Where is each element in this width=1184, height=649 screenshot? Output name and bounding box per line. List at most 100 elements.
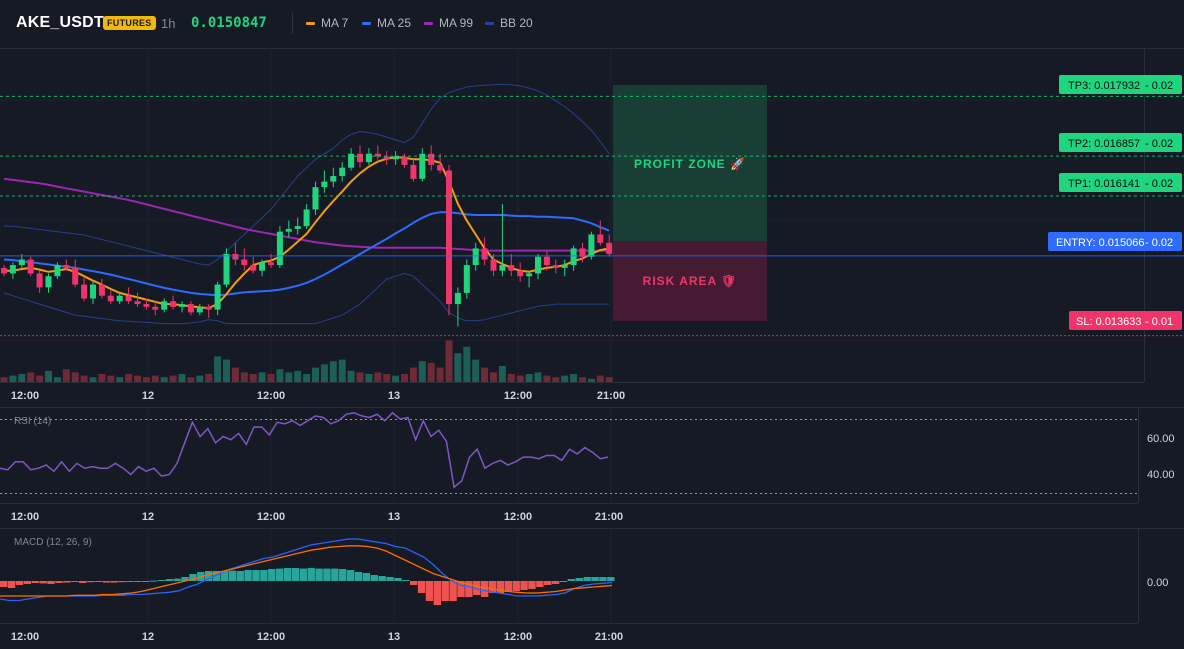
interval-selector[interactable]: 1h [161,16,176,31]
rsi-line [0,411,609,489]
candle-body [339,167,346,177]
time-axis-main: 12:00 12 12:00 13 12:00 21:00 [11,390,625,402]
candle-body [606,242,613,254]
macd-hist-bar [362,573,371,581]
macd-hist-bar [488,581,497,593]
candle-body [9,265,16,274]
macd-hist-bar [575,578,583,581]
macd-hist-bar [551,581,560,584]
volume-bar [445,340,453,382]
macd-hist-bar [425,581,434,601]
legend-ma99[interactable]: MA 99 [424,16,473,30]
macd-hist-bar [323,568,331,581]
ma99-swatch [424,21,433,25]
volume-bar [187,377,195,382]
volume-bar [71,372,79,382]
macd-line [0,538,613,602]
tp1-tag[interactable]: TP1: 0.016141 - 0.02 [1059,173,1182,192]
candle-body [232,253,239,260]
profit-zone [613,85,767,241]
volume-bar [534,372,542,382]
candle-body [45,276,52,288]
time-label: 21:00 [597,390,625,402]
macd-hist-bar [449,581,457,601]
macd-hist-bar [189,574,197,581]
macd-hist-bar [39,581,47,584]
time-label: 12 [142,511,154,523]
volume-bar [605,377,613,382]
volume-bar [267,374,275,382]
macd-hist-bar [55,581,63,583]
candle-body [517,270,524,277]
macd-hist-bar [583,577,591,581]
macd-axis-zero: 0.00 [1147,577,1168,589]
volume-bar [45,370,52,382]
macd-hist-bar [173,578,181,581]
macd-hist-bar [157,580,166,581]
candle-body [134,301,141,305]
tp2-tag[interactable]: TP2: 0.016857 - 0.02 [1059,133,1182,152]
macd-hist-bar [47,581,55,584]
macd-hist-bar [378,576,386,581]
macd-hist-bar [441,581,449,601]
volume-bar [285,372,293,382]
macd-hist-bar [307,568,315,581]
candle-body [36,273,43,288]
candle-body [428,153,435,165]
entry-tag[interactable]: ENTRY: 0.015066 - 0.02 [1048,232,1182,251]
candle-body [116,295,123,302]
volume-bar [27,372,35,382]
macd-hist-bar [102,581,110,583]
rsi-pane[interactable]: RSI (14) 60.00 40.00 [0,411,1175,494]
volume-bar [463,346,471,382]
legend-bb20[interactable]: BB 20 [485,16,533,30]
volume-bar [258,372,266,382]
candle-body [357,153,363,163]
volume-bar [312,367,319,382]
candle-body [223,253,230,285]
volume-bar [240,372,248,382]
candle-body [570,248,577,266]
sl-tag[interactable]: SL: 0.013633 - 0.01 [1069,311,1182,330]
volume-bar [303,374,311,382]
risk-zone-label: RISK AREA 🛡 [643,274,738,288]
macd-hist-bar [504,581,512,592]
volume-bar [276,369,284,382]
macd-hist-bar [228,570,237,581]
rsi-path [0,411,609,489]
sl-tag-pct: - 0.01 [1145,316,1173,328]
bb20-swatch [485,21,494,25]
chart-header: AKE_USDT FUTURES 1h 0.0150847 MA 7 MA 25… [0,0,1184,48]
time-label: 13 [388,631,400,643]
candle-body [588,234,595,257]
last-price: 0.0150847 [191,15,267,31]
macd-hist-bar [78,581,87,583]
tp2-tag-text: TP2: 0.016857 [1068,138,1140,150]
candle-body [490,259,497,271]
volume-bar [356,372,364,382]
macd-hist-bar [7,581,16,588]
candle-body [419,153,426,179]
time-label: 12:00 [11,511,39,523]
candle-body [241,259,248,266]
volume-bar [160,377,168,382]
time-label: 13 [388,511,400,523]
candle-body [214,284,221,310]
legend-ma7[interactable]: MA 7 [306,16,348,30]
symbol-name[interactable]: AKE_USDT [16,14,104,31]
macd-hist-bar [23,581,32,584]
entry-tag-pct: - 0.02 [1145,237,1173,249]
tp3-tag[interactable]: TP3: 0.017932 - 0.02 [1059,75,1182,94]
risk-zone [613,241,767,321]
time-label: 13 [388,390,400,402]
candle-body [321,181,328,188]
legend-ma25[interactable]: MA 25 [362,16,411,30]
macd-title: MACD (12, 26, 9) [14,537,92,548]
tp1-tag-pct: - 0.02 [1145,178,1173,190]
macd-pane[interactable]: MACD (12, 26, 9) 0.00 [0,537,1168,605]
time-label: 12 [142,390,154,402]
candle-body [303,209,310,227]
rsi-axis-40: 40.00 [1147,469,1175,481]
candle-body [348,153,355,168]
